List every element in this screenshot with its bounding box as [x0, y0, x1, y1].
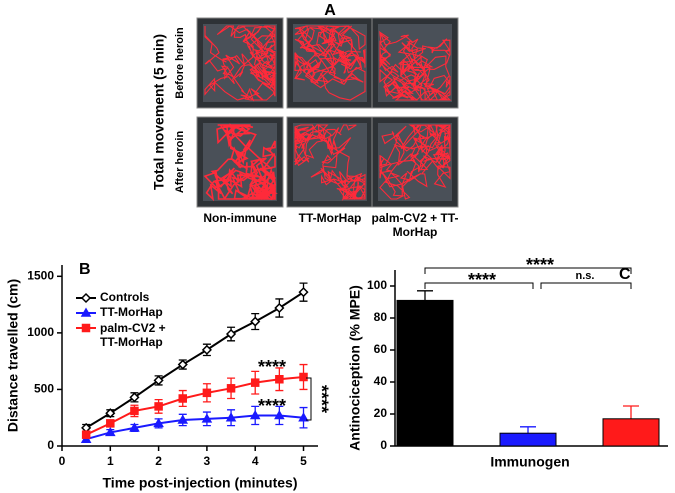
row-label: Before heroin — [174, 27, 186, 99]
y-tick-label: 60 — [374, 342, 388, 356]
x-tick-label: 1 — [107, 454, 114, 468]
bar — [499, 432, 557, 447]
annotation: **** — [526, 255, 554, 275]
data-point — [298, 412, 309, 422]
data-point — [225, 328, 237, 340]
data-point — [130, 406, 139, 416]
error-bar — [520, 426, 536, 434]
y-tick-label: 1500 — [27, 268, 54, 282]
y-tick-label: 1000 — [27, 325, 54, 339]
bar — [396, 299, 454, 447]
data-point — [154, 402, 163, 411]
data-point — [105, 426, 116, 437]
annotation: n.s. — [576, 270, 595, 282]
column-label: TT-MorHap — [298, 211, 362, 225]
legend-marker — [80, 307, 92, 317]
annotation: **** — [468, 270, 496, 290]
y-tick-label: 0 — [47, 438, 54, 452]
x-tick-label: 0 — [59, 454, 66, 468]
x-tick-label: 3 — [204, 454, 211, 468]
legend-label: Controls — [100, 290, 150, 304]
movement-trace — [204, 25, 277, 102]
movement-trace — [378, 124, 452, 200]
data-point — [274, 409, 285, 420]
series-line — [85, 375, 304, 436]
bar — [602, 418, 660, 447]
movement-trace — [203, 123, 278, 202]
movement-trace — [378, 30, 452, 101]
error-bar — [417, 290, 433, 301]
data-point — [177, 359, 188, 370]
legend-marker — [80, 292, 92, 304]
legend-label: TT-MorHap — [100, 305, 163, 319]
data-point — [274, 302, 285, 314]
y-axis-label: Distance travelled (cm) — [5, 279, 21, 432]
data-point — [177, 414, 189, 424]
bracket — [424, 282, 534, 289]
bracket — [424, 267, 632, 274]
annotation: **** — [258, 396, 286, 416]
legend-marker — [81, 323, 91, 333]
y-tick-label: 40 — [374, 374, 388, 388]
data-point — [153, 417, 164, 428]
column-label: palm-CV2 + TT-MorHap — [371, 211, 459, 239]
data-point — [298, 287, 309, 298]
bracket — [540, 282, 632, 289]
data-point — [250, 378, 260, 387]
movement-trace — [293, 123, 366, 202]
data-point — [249, 409, 261, 420]
data-point — [201, 344, 212, 355]
panel-letter: C — [619, 266, 631, 283]
x-axis-label: Immunogen — [490, 454, 569, 470]
data-point — [250, 316, 261, 327]
data-point — [201, 413, 213, 423]
movement-trace — [294, 25, 366, 101]
data-point — [153, 375, 164, 386]
y-axis-label: Total movement (5 min) — [151, 34, 167, 190]
data-point — [106, 419, 115, 428]
y-axis-label: Antinociception (% MPE) — [347, 285, 363, 451]
x-axis-label: Time post-injection (minutes) — [103, 475, 298, 491]
panel-letter: A — [324, 2, 336, 19]
data-point — [129, 422, 140, 432]
y-tick-label: 100 — [367, 278, 387, 292]
data-point — [275, 375, 284, 384]
y-tick-label: 20 — [374, 406, 388, 420]
x-tick-label: 2 — [155, 454, 162, 468]
x-tick-label: 4 — [252, 454, 259, 468]
x-tick-label: 5 — [300, 454, 307, 468]
column-label: Non-immune — [203, 211, 277, 225]
legend-label: palm-CV2 + TT-MorHap — [100, 321, 166, 349]
annotation: **** — [311, 385, 331, 413]
data-point — [225, 412, 237, 422]
data-point — [178, 394, 188, 403]
data-point — [226, 384, 236, 393]
row-label: After heroin — [174, 131, 186, 194]
error-bar — [623, 405, 639, 419]
y-tick-label: 80 — [374, 310, 388, 324]
data-point — [81, 430, 91, 439]
annotation: **** — [258, 357, 286, 377]
data-point — [129, 392, 140, 403]
series-line — [85, 291, 305, 429]
data-point — [105, 408, 116, 419]
y-tick-label: 500 — [34, 382, 54, 396]
y-tick-label: 0 — [380, 438, 387, 452]
series-line — [85, 414, 304, 441]
bracket — [306, 377, 312, 421]
data-point — [202, 388, 212, 398]
data-point — [299, 372, 308, 382]
panel-letter: B — [79, 261, 91, 278]
